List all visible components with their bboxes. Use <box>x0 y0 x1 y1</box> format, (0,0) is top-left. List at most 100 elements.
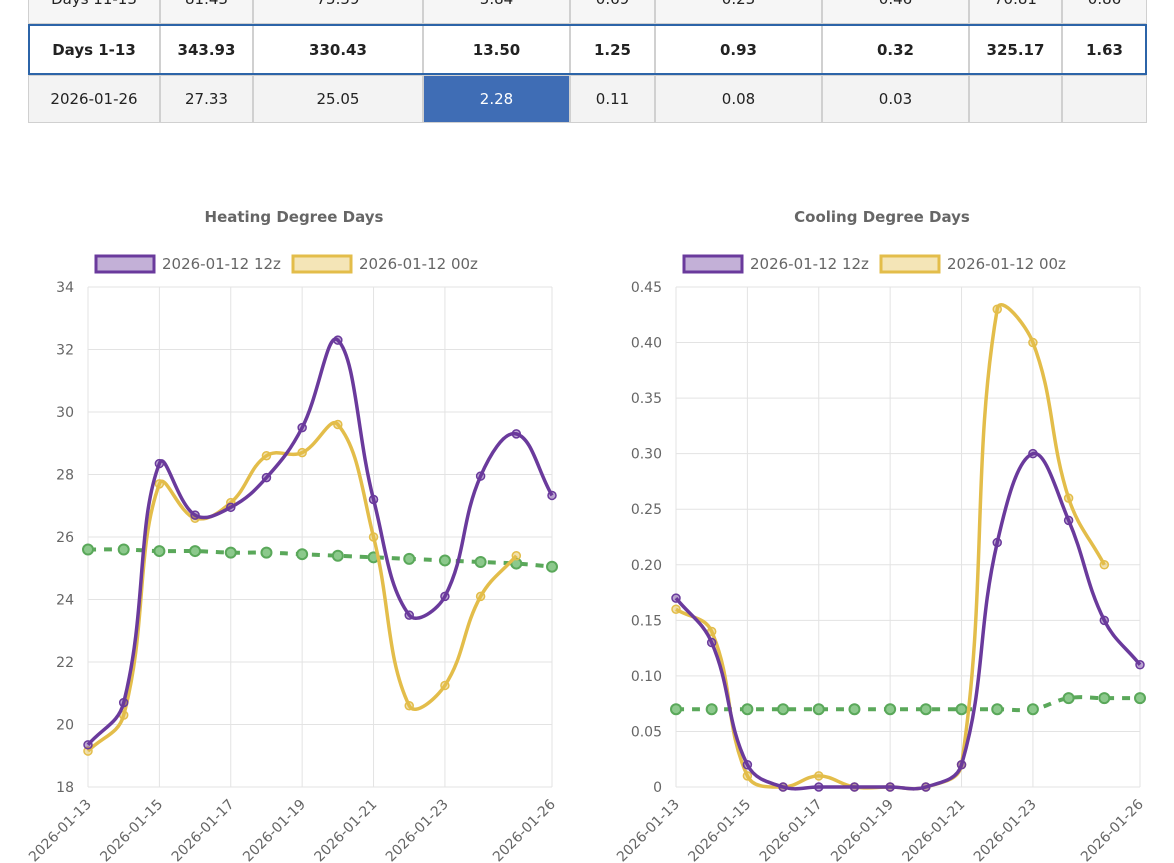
table-cell: 2.28 <box>423 75 570 123</box>
table-cell <box>1062 75 1147 123</box>
table-cell: 1.25 <box>570 24 655 75</box>
x-tick-label: 2026-01-19 <box>240 797 309 863</box>
data-point <box>1099 615 1110 626</box>
table-cell: Days 11-13 <box>28 0 160 24</box>
x-tick-label: 2026-01-13 <box>614 797 683 863</box>
data-point <box>705 703 718 716</box>
table-cell: 0.23 <box>655 0 822 24</box>
data-point <box>261 472 272 483</box>
legend-label: 2026-01-12 00z <box>359 255 478 273</box>
data-point <box>742 771 753 781</box>
data-point <box>1063 493 1074 503</box>
data-point <box>118 697 129 708</box>
x-tick-label: 2026-01-23 <box>971 797 1040 863</box>
legend-swatch <box>291 254 353 274</box>
table-cell: 343.93 <box>160 24 253 75</box>
data-point <box>475 591 486 602</box>
legend-swatch <box>682 254 744 274</box>
y-tick-label: 20 <box>56 718 74 734</box>
data-point <box>849 782 860 792</box>
data-point <box>82 543 94 556</box>
data-point <box>260 546 273 559</box>
y-tick-label: 0.30 <box>631 447 662 463</box>
x-tick-label: 2026-01-15 <box>97 797 166 863</box>
data-point <box>189 545 202 558</box>
table-cell: 75.59 <box>253 0 423 24</box>
table-cell: 70.81 <box>969 0 1062 24</box>
y-tick-label: 24 <box>56 593 74 609</box>
y-tick-label: 0.45 <box>631 280 662 296</box>
table-cell: 0.08 <box>655 75 822 123</box>
data-point <box>404 610 414 620</box>
data-point <box>297 422 307 433</box>
y-tick-label: 22 <box>56 655 74 671</box>
data-point <box>814 771 824 781</box>
x-tick-label: 2026-01-26 <box>490 796 559 863</box>
data-point <box>297 447 307 458</box>
data-point <box>1134 692 1146 705</box>
x-tick-label: 2026-01-23 <box>383 797 452 863</box>
data-point <box>403 552 416 565</box>
data-point <box>333 419 343 430</box>
series-line <box>86 337 554 746</box>
data-point <box>777 703 790 716</box>
y-tick-label: 18 <box>56 780 74 796</box>
y-tick-label: 0 <box>653 780 662 796</box>
data-point <box>475 471 486 481</box>
data-point <box>368 494 379 505</box>
y-tick-label: 0.20 <box>631 558 662 574</box>
data-point <box>154 458 165 469</box>
legend-label: 2026-01-12 12z <box>162 255 281 273</box>
data-point <box>814 782 824 792</box>
data-point <box>778 782 788 792</box>
data-point <box>546 560 558 573</box>
data-point <box>956 760 967 770</box>
legend-swatch <box>94 254 156 274</box>
table-cell: 0.86 <box>1062 0 1147 24</box>
table-cell: 0.03 <box>822 75 969 123</box>
table-cell <box>969 75 1062 123</box>
data-point <box>1026 703 1039 716</box>
data-point <box>511 551 522 561</box>
y-tick-label: 0.35 <box>631 391 662 407</box>
y-tick-label: 30 <box>56 405 74 421</box>
data-point <box>919 703 932 716</box>
table-cell: 2026-01-26 <box>28 75 160 123</box>
table-cell: 0.11 <box>570 75 655 123</box>
data-point <box>1028 448 1038 459</box>
x-tick-label: 2026-01-19 <box>828 797 897 863</box>
data-point <box>884 703 897 716</box>
legend-label: 2026-01-12 12z <box>750 255 869 273</box>
data-point <box>991 703 1004 716</box>
data-point <box>1063 515 1074 526</box>
data-point <box>404 701 414 711</box>
data-point <box>333 335 343 345</box>
data-point <box>474 556 487 568</box>
data-point <box>261 451 272 461</box>
data-point <box>547 490 557 501</box>
table-cell: 81.43 <box>160 0 253 24</box>
data-point <box>885 782 895 792</box>
data-point <box>921 782 931 792</box>
data-point <box>224 546 237 559</box>
y-tick-label: 0.10 <box>631 669 662 685</box>
chart-title: Cooling Degree Days <box>794 208 970 226</box>
x-tick-label: 2026-01-17 <box>169 797 238 863</box>
legend-label: 2026-01-12 00z <box>947 255 1066 273</box>
data-point <box>741 703 754 716</box>
y-tick-label: 26 <box>56 530 74 546</box>
legend-swatch <box>879 254 941 274</box>
data-point <box>83 740 93 750</box>
data-point <box>154 479 165 489</box>
data-point <box>671 604 681 614</box>
y-tick-label: 34 <box>56 280 74 296</box>
y-tick-label: 0.40 <box>631 336 662 352</box>
data-point <box>992 537 1002 548</box>
data-point <box>1099 560 1110 570</box>
table-cell: 0.46 <box>822 0 969 24</box>
x-tick-label: 2026-01-21 <box>900 797 969 863</box>
table-cell: 0.32 <box>822 24 969 75</box>
data-point <box>511 429 522 439</box>
